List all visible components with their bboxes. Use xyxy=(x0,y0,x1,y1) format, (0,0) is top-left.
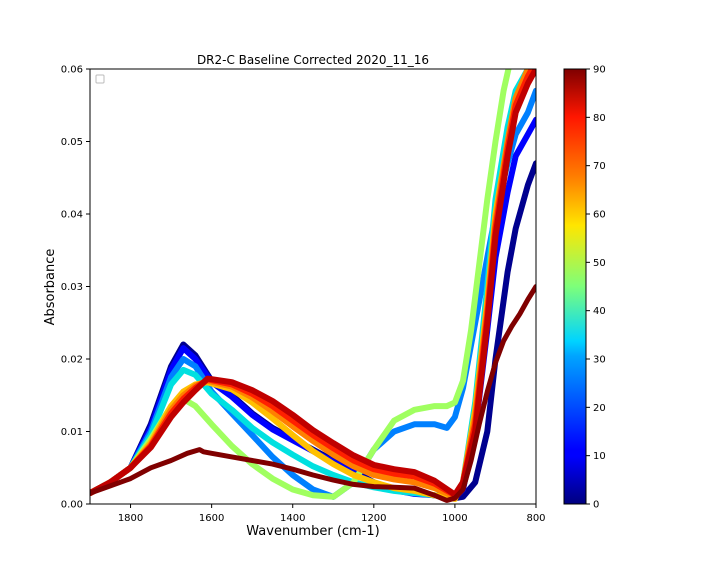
colorbar-tick-label: 20 xyxy=(593,403,606,414)
y-tick-label: 0.01 xyxy=(61,427,83,438)
colorbar-tick-label: 10 xyxy=(593,451,606,462)
x-axis: 1800 1600 1400 1200 1000 800 xyxy=(118,504,546,524)
colorbar-tick-label: 0 xyxy=(593,500,599,511)
y-tick-label: 0.05 xyxy=(61,137,83,148)
y-tick-label: 0.00 xyxy=(61,500,83,511)
colorbar-tick-label: 70 xyxy=(593,161,606,172)
legend-box xyxy=(95,74,105,84)
y-tick-label: 0.03 xyxy=(61,282,83,293)
y-tick-label: 0.02 xyxy=(61,355,83,366)
x-tick-label: 1800 xyxy=(118,513,143,524)
colorbar-tick-label: 50 xyxy=(593,258,606,269)
y-tick-label: 0.06 xyxy=(61,65,83,76)
x-tick-label: 1000 xyxy=(442,513,467,524)
colorbar-tick-label: 30 xyxy=(593,355,606,366)
colorbar-tick-label: 60 xyxy=(593,210,606,221)
x-tick-label: 1400 xyxy=(280,513,305,524)
series-layer xyxy=(90,69,536,503)
colorbar-tick-label: 80 xyxy=(593,113,606,124)
colorbar-tick-label: 40 xyxy=(593,306,606,317)
x-tick-label: 1200 xyxy=(361,513,386,524)
y-axis-label: Absorbance xyxy=(43,249,58,326)
x-tick-label: 1600 xyxy=(199,513,224,524)
chart-title: DR2-C Baseline Corrected 2020_11_16 xyxy=(197,53,429,67)
colorbar-axis: 0 10 20 30 40 50 60 70 80 90 xyxy=(586,65,606,511)
y-axis: 0.00 0.01 0.02 0.03 0.04 0.05 0.06 xyxy=(61,65,90,511)
series-line-9 xyxy=(90,284,536,503)
x-axis-label: Wavenumber (cm-1) xyxy=(246,524,379,539)
series-line-8 xyxy=(90,69,536,498)
colorbar-tick-label: 90 xyxy=(593,65,606,76)
x-tick-label: 800 xyxy=(526,513,545,524)
y-tick-label: 0.04 xyxy=(61,210,83,221)
colorbar xyxy=(563,68,587,505)
